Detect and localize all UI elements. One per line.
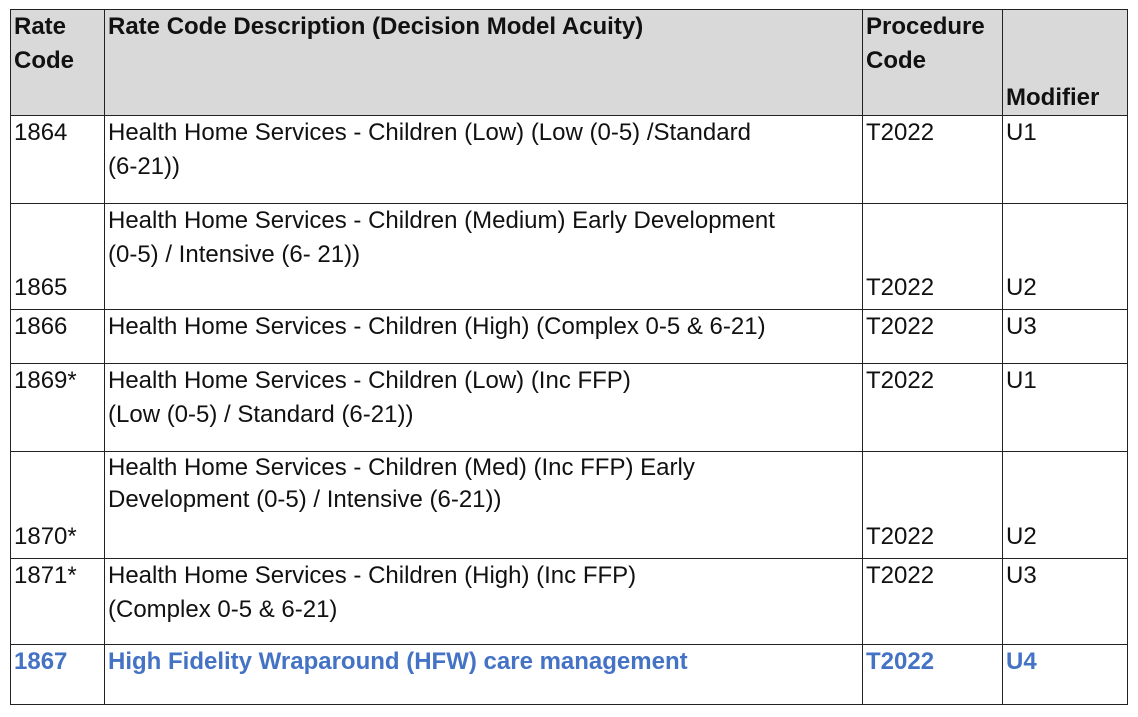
modifier-cell: U2 bbox=[1002, 203, 1128, 310]
procedure-code-cell: T2022 bbox=[862, 203, 1003, 310]
rate-code-cell: 1867 bbox=[10, 644, 105, 705]
header-procedure-code: Procedure Code bbox=[862, 9, 1003, 116]
table-row: 1864 Health Home Services - Children (Lo… bbox=[10, 115, 1128, 204]
rate-code-cell: 1864 bbox=[10, 115, 105, 204]
header-procedure-code-line-2: Code bbox=[866, 47, 926, 74]
procedure-code-cell: T2022 bbox=[862, 644, 1003, 705]
description-line: Health Home Services - Children (Med) (I… bbox=[108, 454, 695, 481]
description-line: Health Home Services - Children (Low) (L… bbox=[108, 119, 751, 146]
header-rate-code: Rate Code bbox=[10, 9, 105, 116]
table-row-highlighted: 1867 High Fidelity Wraparound (HFW) care… bbox=[10, 644, 1128, 705]
description-line: Health Home Services - Children (High) (… bbox=[108, 562, 637, 589]
modifier-cell: U1 bbox=[1002, 115, 1128, 204]
table-row: 1866 Health Home Services - Children (Hi… bbox=[10, 309, 1128, 364]
modifier-cell: U1 bbox=[1002, 363, 1128, 452]
description-line: Health Home Services - Children (Medium)… bbox=[108, 207, 775, 234]
modifier-cell: U3 bbox=[1002, 558, 1128, 645]
header-rate-code-line-2: Code bbox=[14, 47, 74, 74]
procedure-code-cell: T2022 bbox=[862, 309, 1003, 364]
procedure-code-cell: T2022 bbox=[862, 115, 1003, 204]
procedure-code-cell: T2022 bbox=[862, 451, 1003, 559]
header-description: Rate Code Description (Decision Model Ac… bbox=[104, 9, 863, 116]
rate-code-table: Rate Code Rate Code Description (Decisio… bbox=[10, 9, 1128, 705]
rate-code-cell: 1866 bbox=[10, 309, 105, 364]
modifier-cell: U3 bbox=[1002, 309, 1128, 364]
header-modifier: Modifier bbox=[1002, 9, 1128, 116]
description-cell: Health Home Services - Children (High) (… bbox=[104, 558, 863, 645]
description-cell: Health Home Services - Children (Low) (L… bbox=[104, 115, 863, 204]
description-cell: High Fidelity Wraparound (HFW) care mana… bbox=[104, 644, 863, 705]
description-cell: Health Home Services - Children (Medium)… bbox=[104, 203, 863, 310]
table-row: 1865 Health Home Services - Children (Me… bbox=[10, 203, 1128, 310]
description-line: Health Home Services - Children (High) (… bbox=[108, 313, 766, 340]
procedure-code-cell: T2022 bbox=[862, 558, 1003, 645]
modifier-cell: U2 bbox=[1002, 451, 1128, 559]
table-row: 1871* Health Home Services - Children (H… bbox=[10, 558, 1128, 645]
description-line: (Complex 0-5 & 6-21) bbox=[108, 596, 338, 623]
procedure-code-cell: T2022 bbox=[862, 363, 1003, 452]
description-line: Health Home Services - Children (Low) (I… bbox=[108, 367, 631, 394]
modifier-cell: U4 bbox=[1002, 644, 1128, 705]
description-line: (0-5) / Intensive (6- 21)) bbox=[108, 241, 361, 268]
description-cell: Health Home Services - Children (High) (… bbox=[104, 309, 863, 364]
table-row: 1869* Health Home Services - Children (L… bbox=[10, 363, 1128, 452]
rate-code-cell: 1870* bbox=[10, 451, 105, 559]
header-procedure-code-line-1: Procedure bbox=[866, 13, 985, 40]
description-line: Development (0-5) / Intensive (6-21)) bbox=[108, 486, 502, 513]
header-row: Rate Code Rate Code Description (Decisio… bbox=[10, 9, 1128, 116]
description-line: (6-21)) bbox=[108, 153, 181, 180]
table-row: 1870* Health Home Services - Children (M… bbox=[10, 451, 1128, 559]
description-cell: Health Home Services - Children (Low) (I… bbox=[104, 363, 863, 452]
rate-code-cell: 1871* bbox=[10, 558, 105, 645]
description-line: (Low (0-5) / Standard (6-21)) bbox=[108, 401, 414, 428]
description-line: High Fidelity Wraparound (HFW) care mana… bbox=[108, 648, 688, 675]
rate-code-cell: 1869* bbox=[10, 363, 105, 452]
rate-code-cell: 1865 bbox=[10, 203, 105, 310]
description-cell: Health Home Services - Children (Med) (I… bbox=[104, 451, 863, 559]
header-rate-code-line-1: Rate bbox=[14, 13, 67, 40]
